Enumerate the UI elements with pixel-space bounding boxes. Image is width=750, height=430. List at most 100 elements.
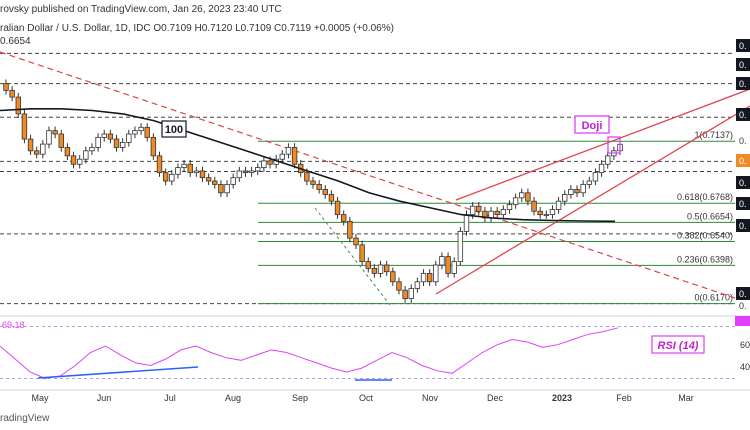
candle-body <box>371 267 378 274</box>
candle <box>199 166 206 182</box>
candle-body <box>586 180 592 185</box>
candle-body <box>463 214 470 232</box>
price-axis <box>735 40 750 390</box>
candle <box>316 180 322 194</box>
candle-body <box>126 133 132 143</box>
candle <box>291 143 298 169</box>
candle <box>64 143 71 161</box>
candle <box>451 257 457 278</box>
candle-body <box>310 180 316 185</box>
candle <box>248 166 255 177</box>
candle <box>506 200 513 214</box>
time-axis-label: 2023 <box>552 393 572 403</box>
candle <box>549 205 556 219</box>
candle-body <box>457 231 464 263</box>
price-axis-label: 0. <box>739 60 747 70</box>
rsi-divergence-1 <box>37 366 199 379</box>
candle <box>402 285 408 303</box>
price-axis-label: 0. <box>739 178 747 188</box>
channel-upper <box>455 88 750 201</box>
price-tag-box <box>736 219 750 232</box>
candle <box>519 188 525 203</box>
prev-value: 0.6654 <box>0 36 31 47</box>
candle-body <box>70 155 77 165</box>
candle <box>58 129 64 152</box>
candle <box>445 252 451 278</box>
candle-body <box>506 204 513 210</box>
candle <box>279 149 285 164</box>
candle <box>162 168 169 186</box>
fib-label-5: 0(0.6170) <box>694 293 733 303</box>
candle-body <box>107 133 114 140</box>
candle <box>83 146 89 164</box>
time-axis-label: Oct <box>359 393 374 403</box>
candle-body <box>95 136 101 148</box>
candle-body <box>236 170 243 179</box>
candle <box>347 217 353 243</box>
candle-body <box>383 264 390 273</box>
candle-body <box>555 200 562 210</box>
rsi-tick-label: 60 <box>740 340 750 350</box>
candle <box>580 180 586 197</box>
candle-body <box>138 126 144 132</box>
candle-body <box>316 183 322 190</box>
channel-lower <box>435 105 750 295</box>
candle <box>46 126 52 149</box>
candle-body <box>451 261 457 274</box>
rsi-value: 69.18 <box>2 320 25 330</box>
candle <box>113 134 120 152</box>
candle <box>34 146 40 159</box>
candle <box>586 176 592 189</box>
tradingview-brand: radingView <box>0 413 50 424</box>
time-axis-label: Jun <box>97 393 112 403</box>
candle <box>89 143 95 156</box>
rsi-label: RSI (14) <box>651 335 705 354</box>
price-tag-box <box>736 108 750 121</box>
price-tag-box <box>736 39 750 52</box>
rsi-label-text: RSI (14) <box>658 340 699 352</box>
candle <box>52 126 58 139</box>
candle-body <box>598 163 605 174</box>
candle <box>175 163 181 179</box>
time-axis-label: Sep <box>292 393 308 403</box>
time-axis-label: Nov <box>422 393 439 403</box>
candle <box>574 185 580 197</box>
candle-body <box>193 170 200 174</box>
candle <box>340 210 347 226</box>
time-axis-label: Jul <box>164 393 176 403</box>
candle <box>169 170 175 186</box>
ma-100-line <box>0 108 616 223</box>
candle-body <box>181 163 187 169</box>
symbol-ohlc-line: ralian Dollar / U.S. Dollar, 1D, IDC O0.… <box>0 23 394 34</box>
candle-body <box>261 160 267 169</box>
candle <box>457 227 464 266</box>
candle-body <box>40 143 46 155</box>
candle <box>598 160 605 177</box>
candle <box>95 133 101 152</box>
candle <box>70 151 77 169</box>
candle-body <box>580 183 586 194</box>
candle <box>9 86 15 102</box>
candle <box>494 207 500 219</box>
candle <box>383 260 390 276</box>
candle-body <box>175 167 181 175</box>
current-price-tag <box>736 154 750 167</box>
rsi-label-box <box>651 335 705 354</box>
candle-body <box>396 281 402 291</box>
candle-body <box>3 83 9 91</box>
price-tag-box <box>736 77 750 90</box>
candle <box>181 160 187 172</box>
candle-body <box>334 200 341 216</box>
candle-body <box>562 194 568 202</box>
time-axis-label: Aug <box>225 393 241 403</box>
rsi-value-tag <box>735 316 750 326</box>
price-tag-box <box>736 287 750 300</box>
price-axis-label: 0. <box>739 79 747 89</box>
candle-body <box>76 158 83 165</box>
candle-body <box>267 160 273 165</box>
candle-body <box>353 237 359 246</box>
candle <box>512 193 519 209</box>
candle <box>156 151 163 177</box>
candle-body <box>132 130 138 135</box>
